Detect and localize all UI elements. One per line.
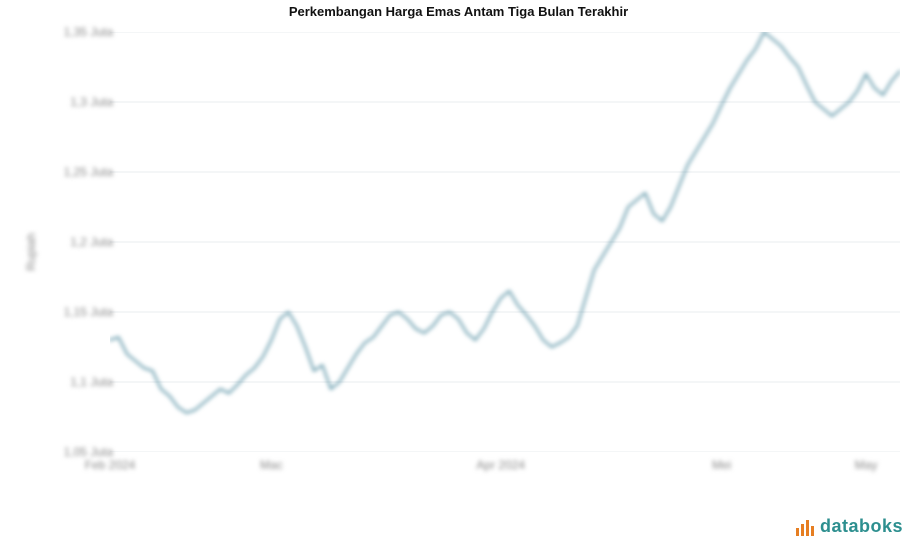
chart-title: Perkembangan Harga Emas Antam Tiga Bulan… xyxy=(0,0,917,19)
x-tick-label: Mei xyxy=(712,458,731,472)
chart-container: { "chart": { "type": "line", "title": "P… xyxy=(0,0,917,547)
x-tick-label: Feb 2024 xyxy=(85,458,136,472)
y-tick-label: 1,15 Juta xyxy=(64,305,113,319)
x-tick-label: Mac xyxy=(260,458,283,472)
plot-wrap: Rupiah 1,05 Juta 1,1 Juta 1,15 Juta 1,2 Jut… xyxy=(0,22,917,482)
y-tick-label: 1,2 Juta xyxy=(70,235,113,249)
chart-area xyxy=(110,32,900,452)
y-tick-label: 1,35 Juta xyxy=(64,25,113,39)
y-axis-label: Rupiah xyxy=(24,233,38,271)
y-tick-label: 1,25 Juta xyxy=(64,165,113,179)
x-tick-label: May xyxy=(855,458,878,472)
databoks-text: databoks xyxy=(820,516,903,537)
databoks-icon xyxy=(796,518,816,536)
y-tick-label: 1,1 Juta xyxy=(70,375,113,389)
x-tick-label: Apr 2024 xyxy=(476,458,525,472)
y-tick-label: 1,3 Juta xyxy=(70,95,113,109)
y-tick-label: 1,05 Juta xyxy=(64,445,113,459)
databoks-watermark: databoks xyxy=(796,516,903,537)
chart-svg xyxy=(110,32,900,452)
